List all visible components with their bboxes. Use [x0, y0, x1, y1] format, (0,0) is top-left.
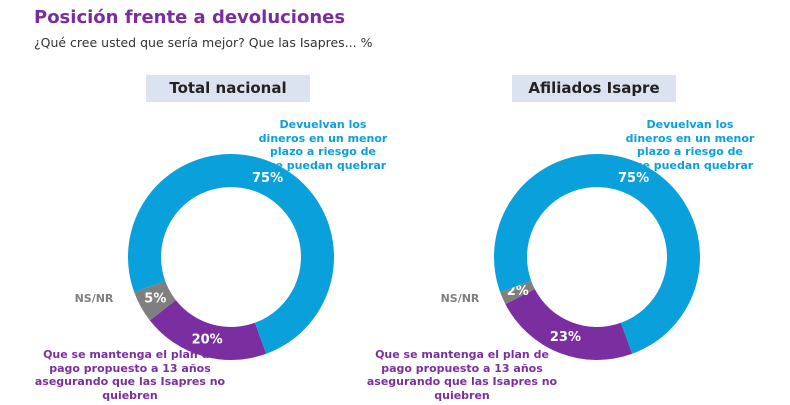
page-subtitle: ¿Qué cree usted que sería mejor? Que las…: [34, 35, 373, 50]
category-label: Que se mantenga el plan de pago propuest…: [366, 348, 558, 402]
data-label: 5%: [144, 291, 166, 306]
donut-segment: [149, 300, 267, 360]
donut-segment: [494, 154, 700, 354]
data-label: 2%: [507, 284, 529, 299]
data-label: 23%: [550, 330, 581, 345]
data-label: 75%: [252, 171, 283, 186]
chart-title: Afiliados Isapre: [512, 75, 676, 102]
donut-segment: [505, 288, 633, 360]
donut-segment: [500, 280, 535, 305]
category-label: NS/NR: [440, 292, 480, 305]
donut-segment: [128, 154, 334, 354]
category-label: Que se mantenga el plan de pago propuest…: [34, 348, 226, 402]
page-title: Posición frente a devoluciones: [34, 7, 346, 28]
category-label: Devuelvan los dineros en un menor plazo …: [625, 118, 755, 172]
data-label: 20%: [192, 333, 223, 348]
category-label: NS/NR: [74, 292, 114, 305]
donut-segment: [134, 280, 176, 321]
chart-title: Total nacional: [146, 75, 310, 102]
data-label: 75%: [618, 171, 649, 186]
category-label: Devuelvan los dineros en un menor plazo …: [258, 118, 388, 172]
